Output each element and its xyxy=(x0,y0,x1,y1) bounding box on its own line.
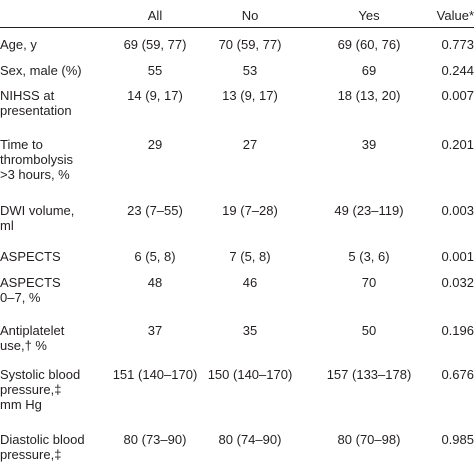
cell-p-value: 0.676 xyxy=(441,367,474,382)
cell-p-value: 0.003 xyxy=(441,203,474,218)
row-label-line: 0–7, % xyxy=(0,290,41,305)
cell-p-value: 0.032 xyxy=(441,275,474,290)
row-label: Time to thrombolysis >3 hours, % xyxy=(0,137,73,182)
cell-all: 151 (140–170) xyxy=(112,367,198,382)
row-label-line: Systolic blood xyxy=(0,367,81,382)
cell-yes: 50 xyxy=(361,323,377,338)
cell-all: 23 (7–55) xyxy=(127,203,183,218)
cell-yes: 69 (60, 76) xyxy=(337,37,401,52)
row-label: NIHSS at presentation xyxy=(0,88,72,118)
row-label: ASPECTS xyxy=(0,249,61,264)
cell-yes: 69 xyxy=(361,63,377,78)
column-header-value: Value* xyxy=(436,8,474,23)
row-label: DWI volume, ml xyxy=(0,203,75,233)
row-label-line: use,† % xyxy=(0,338,47,353)
cell-all: 48 xyxy=(147,275,163,290)
cell-no: 7 (5, 8) xyxy=(229,249,271,264)
row-label-line: pressure,‡ xyxy=(0,447,62,462)
cell-p-value: 0.244 xyxy=(441,63,474,78)
cell-all: 29 xyxy=(147,137,163,152)
row-label-line: Time to xyxy=(0,137,43,152)
cell-all: 37 xyxy=(147,323,163,338)
cell-yes: 80 (70–98) xyxy=(337,432,401,447)
row-label: Systolic blood pressure,‡ mm Hg xyxy=(0,367,81,412)
row-label-line: mm Hg xyxy=(0,397,42,412)
cell-p-value: 0.201 xyxy=(441,137,474,152)
cell-no: 19 (7–28) xyxy=(222,203,278,218)
cell-no: 46 xyxy=(242,275,258,290)
cell-yes: 49 (23–119) xyxy=(334,203,404,218)
row-label: ASPECTS 0–7, % xyxy=(0,275,61,305)
cell-no: 150 (140–170) xyxy=(207,367,293,382)
row-label-line: pressure,‡ xyxy=(0,382,62,397)
row-label-line: Sex, male (%) xyxy=(0,63,82,78)
row-label-line: ml xyxy=(0,218,14,233)
cell-all: 6 (5, 8) xyxy=(134,249,176,264)
cell-no: 80 (74–90) xyxy=(218,432,282,447)
cell-p-value: 0.773 xyxy=(441,37,474,52)
cell-no: 70 (59, 77) xyxy=(218,37,282,52)
cell-all: 55 xyxy=(147,63,163,78)
row-label-line: Antiplatelet xyxy=(0,323,65,338)
row-label: Antiplatelet use,† % xyxy=(0,323,65,353)
cell-yes: 5 (3, 6) xyxy=(348,249,390,264)
row-label-line: NIHSS at xyxy=(0,88,55,103)
row-label: Age, y xyxy=(0,37,60,52)
cell-yes: 39 xyxy=(361,137,377,152)
row-label: Sex, male (%) xyxy=(0,63,82,78)
row-label-line: DWI volume, xyxy=(0,203,75,218)
column-header-yes: Yes xyxy=(358,8,380,23)
cell-no: 53 xyxy=(242,63,258,78)
row-label-line: presentation xyxy=(0,103,72,118)
column-header-no: No xyxy=(241,8,259,23)
row-label-line: >3 hours, % xyxy=(0,167,70,182)
row-label: Diastolic blood pressure,‡ xyxy=(0,432,85,462)
cell-yes: 70 xyxy=(361,275,377,290)
cell-yes: 18 (13, 20) xyxy=(337,88,401,103)
row-label-line: ASPECTS xyxy=(0,275,61,290)
cell-p-value: 0.007 xyxy=(441,88,474,103)
cell-all: 69 (59, 77) xyxy=(123,37,187,52)
row-label-line: ASPECTS xyxy=(0,249,61,264)
cell-all: 80 (73–90) xyxy=(123,432,187,447)
row-label-line: Age, y xyxy=(0,37,37,52)
header-divider xyxy=(0,27,474,28)
cell-p-value: 0.985 xyxy=(441,432,474,447)
cell-no: 13 (9, 17) xyxy=(222,88,278,103)
cell-p-value: 0.196 xyxy=(441,323,474,338)
row-label-line: Diastolic blood xyxy=(0,432,85,447)
column-header-all: All xyxy=(147,8,163,23)
cell-no: 35 xyxy=(242,323,258,338)
cell-all: 14 (9, 17) xyxy=(127,88,183,103)
cell-yes: 157 (133–178) xyxy=(326,367,412,382)
table-header: All No Yes Value* xyxy=(0,8,474,26)
cell-p-value: 0.001 xyxy=(441,249,474,264)
cell-no: 27 xyxy=(242,137,258,152)
row-label-line: thrombolysis xyxy=(0,152,73,167)
